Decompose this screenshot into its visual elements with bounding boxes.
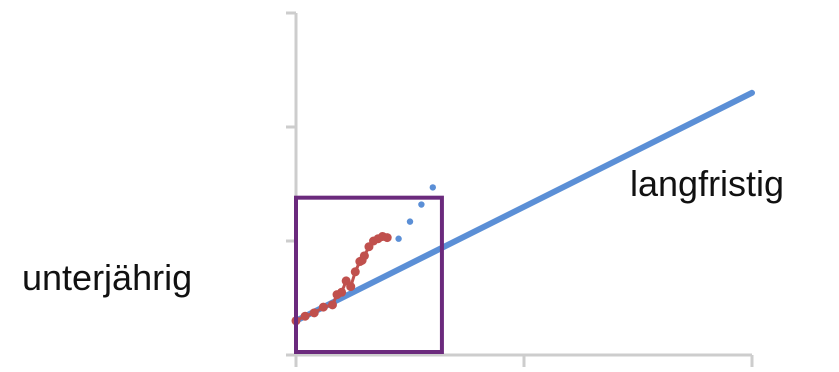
trend-line: [293, 89, 755, 324]
annotation-langfristig: langfristig: [630, 163, 784, 204]
actual-point-2: [309, 308, 319, 318]
annotation-unterjaehrig: unterjährig: [22, 257, 192, 298]
actual-point-8: [346, 282, 356, 292]
actual-point-1: [300, 311, 310, 321]
series-layer: [291, 89, 755, 326]
actual-point-4: [327, 300, 337, 310]
actual-point-9: [350, 267, 360, 277]
projection-point-0: [395, 235, 402, 242]
projection-point-1: [406, 218, 414, 225]
projection-point-2: [418, 201, 425, 208]
actual-point-12: [359, 251, 369, 261]
projection-point-3: [429, 184, 436, 191]
actual-point-3: [318, 302, 328, 312]
highlight-box: [294, 195, 444, 354]
actual-line: [295, 234, 388, 323]
actual-point-17: [382, 233, 392, 243]
actual-point-6: [337, 287, 347, 297]
